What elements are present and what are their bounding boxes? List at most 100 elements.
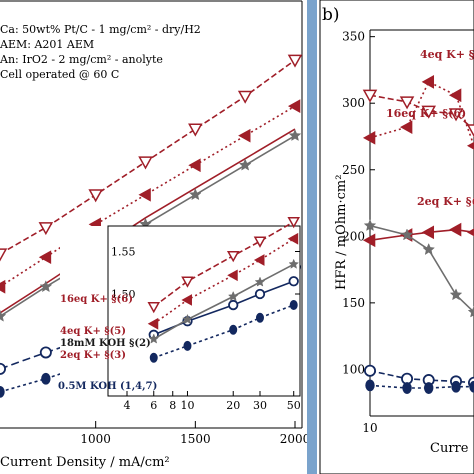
- inset-data-point: [147, 317, 159, 330]
- panel-b-data-point: [399, 96, 415, 110]
- x-tick-label: 1000: [80, 432, 111, 446]
- inset-data-point: [254, 276, 266, 287]
- legend-box: [0, 18, 194, 84]
- legend-line: Cell operated @ 60 C: [0, 68, 119, 81]
- x-tick-label: 2000: [280, 432, 311, 446]
- panel-b-series-line: [369, 384, 474, 389]
- panel-a-data-point: [41, 372, 51, 385]
- inset-data-point: [182, 313, 193, 325]
- inset-label: 18mM KOH §(2): [60, 338, 151, 349]
- inset-x-tick-label: 50: [287, 399, 301, 412]
- inset-data-point: [228, 299, 239, 311]
- panel-b-data-point: [421, 75, 435, 89]
- panel-a-data-point: [188, 158, 201, 173]
- inset-data-point: [253, 254, 265, 266]
- inset-x-tick-label: 20: [226, 399, 240, 412]
- panel-b: b) 100 150 200 250 300 350 10 HFR / mOhm·cm² C…: [307, 0, 474, 474]
- inset-x-tick-label: 4: [123, 399, 130, 412]
- panel-b-data-point: [451, 380, 461, 393]
- panel-a-data-point: [287, 54, 303, 68]
- panel-a: 1000 1500 2000 Ca: 50wt% Pt/C - 1 mg/cm² -…: [0, 0, 310, 470]
- panel-b-ticks: 100 150 200 250 300 350 10: [342, 30, 378, 435]
- inset-series: [147, 217, 300, 363]
- panel-b-data-point: [467, 305, 474, 318]
- panel-a-data-point: [38, 222, 54, 236]
- panel-a-data-point: [287, 99, 301, 113]
- legend-line: AEM: A201 AEM: [0, 38, 94, 51]
- panel-b-x-label: Curre: [430, 441, 469, 456]
- inset: 4 6 8 10 20 30 50 1.50 1.55 16eq K+ §(6) 4eq K+ …: [58, 217, 301, 416]
- inset-x-tick-label: 8: [169, 399, 176, 412]
- panel-b-data-point: [466, 124, 474, 138]
- panel-b-series-line: [369, 80, 474, 147]
- panel-a-data-point: [0, 309, 7, 322]
- inset-label: 0.5M KOH (1,4,7): [58, 381, 157, 392]
- x-tick-label: 1500: [180, 432, 211, 446]
- inset-data-point: [229, 324, 238, 335]
- panel-b-label: b): [322, 5, 340, 25]
- inset-data-point: [288, 258, 300, 269]
- panel-a-data-point: [288, 129, 302, 142]
- panel-b-data-point: [448, 222, 462, 237]
- inset-data-point: [227, 269, 238, 282]
- panel-b-data-point: [422, 242, 436, 256]
- panel-a-data-point: [0, 385, 5, 398]
- inset-data-point: [227, 290, 239, 302]
- inset-label: 16eq K+ §(6): [60, 294, 133, 305]
- panel-a-data-point: [238, 128, 251, 143]
- inset-data-point: [287, 217, 300, 229]
- panel-a-data-point: [39, 346, 52, 359]
- panel-b-data-point: [466, 228, 474, 237]
- inset-x-tick-label: 10: [180, 399, 194, 412]
- panel-a-x-ticks: 1000 1500 2000: [80, 421, 310, 446]
- inset-data-point: [181, 294, 192, 306]
- inset-label: 2eq K+ §(3): [60, 350, 126, 361]
- legend-line: An: IrO2 - 2 mg/cm² - anolyte: [0, 53, 163, 66]
- panel-b-annotation: 4eq K+ §(5: [420, 48, 474, 61]
- panel-b-data-point: [362, 130, 376, 145]
- inset-x-tick-label: 6: [150, 399, 157, 412]
- panel-b-data-point: [400, 120, 413, 135]
- inset-data-point: [148, 333, 160, 344]
- panel-a-data-point: [138, 187, 151, 202]
- inset-data-point: [255, 312, 264, 323]
- panel-b-data-point: [363, 219, 377, 232]
- panel-b-data-point: [362, 233, 376, 248]
- inset-data-point: [287, 232, 299, 245]
- panel-a-data-point: [237, 90, 253, 104]
- panel-b-data-point: [466, 141, 474, 150]
- inset-x-tick-label: 30: [253, 399, 267, 412]
- panel-b-x-tick-label: 10: [362, 421, 377, 435]
- panel-a-data-point: [138, 156, 153, 170]
- panel-b-data-point: [448, 108, 464, 122]
- panel-a-data-point: [188, 123, 203, 137]
- panel-a-data-point: [0, 248, 8, 262]
- panel-b-annotation: 16eq K+ §(6): [386, 107, 466, 120]
- panel-b-data-point: [449, 288, 463, 301]
- panel-b-data-point: [421, 225, 435, 240]
- panel-a-data-point: [39, 280, 53, 293]
- panel-b-data-point: [400, 228, 414, 241]
- panel-a-data-point: [0, 362, 6, 375]
- legend-line: Ca: 50wt% Pt/C - 1 mg/cm² - dry/H2: [0, 23, 201, 36]
- panel-b-y-tick-label: 250: [342, 163, 365, 177]
- panel-a-x-label: Current Density / mA/cm²: [0, 455, 170, 470]
- inset-data-point: [183, 340, 192, 351]
- panel-a-data-point: [0, 279, 6, 294]
- inset-y-tick-label: 1.55: [111, 246, 136, 259]
- panel-b-data-point: [448, 88, 462, 103]
- panel-b-y-tick-label: 150: [342, 296, 365, 310]
- panel-b-annotation: 2eq K+ §(3: [417, 195, 474, 208]
- inset-data-point: [181, 276, 194, 288]
- panel-b-series: [362, 75, 474, 394]
- inset-ticks: 4 6 8 10 20 30 50 1.50 1.55: [111, 246, 301, 413]
- panel-b-data-point: [402, 382, 412, 394]
- panel-b-y-tick-label: 300: [342, 96, 365, 110]
- inset-data-point: [253, 236, 267, 248]
- inset-data-point: [226, 251, 240, 263]
- panel-divider: [307, 0, 317, 474]
- panel-b-data-point: [365, 379, 375, 392]
- inset-data-point: [288, 276, 299, 287]
- inset-data-point: [149, 352, 158, 363]
